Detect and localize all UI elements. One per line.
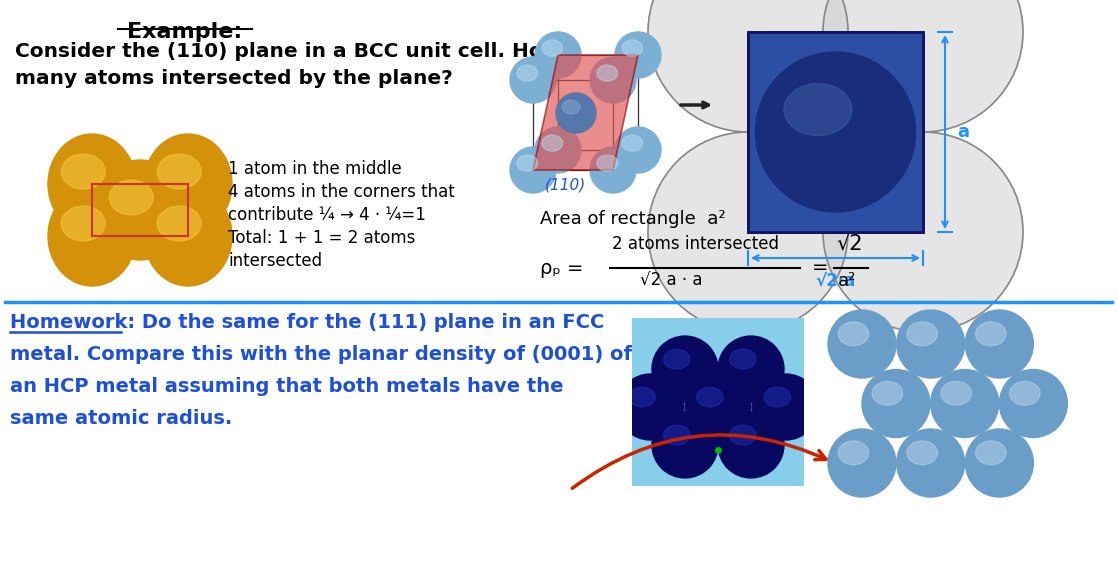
Ellipse shape [730, 425, 756, 445]
Ellipse shape [542, 135, 562, 151]
Ellipse shape [158, 206, 201, 241]
Ellipse shape [144, 186, 233, 286]
Ellipse shape [536, 127, 581, 173]
Ellipse shape [872, 381, 903, 405]
Ellipse shape [838, 322, 869, 346]
Text: intersected: intersected [228, 252, 322, 270]
Ellipse shape [110, 180, 153, 215]
Ellipse shape [590, 147, 636, 193]
Text: √2·a: √2·a [815, 272, 855, 290]
Ellipse shape [965, 429, 1033, 497]
Ellipse shape [930, 370, 998, 438]
Bar [748, 32, 923, 232]
Ellipse shape [648, 0, 847, 132]
Ellipse shape [752, 374, 818, 440]
Ellipse shape [96, 160, 184, 260]
Ellipse shape [718, 412, 784, 478]
Ellipse shape [838, 441, 869, 465]
Text: Consider the (110) plane in a BCC unit cell. How
many atoms intersected by the p: Consider the (110) plane in a BCC unit c… [15, 42, 561, 88]
Text: a²: a² [838, 272, 856, 290]
Text: Area of rectangle  a²: Area of rectangle a² [540, 210, 726, 228]
Text: ρₚ =: ρₚ = [540, 259, 584, 277]
Ellipse shape [648, 132, 847, 332]
Ellipse shape [597, 65, 617, 81]
Ellipse shape [999, 370, 1068, 438]
Ellipse shape [756, 52, 916, 212]
Ellipse shape [61, 154, 105, 189]
Ellipse shape [615, 127, 661, 173]
Ellipse shape [615, 32, 661, 78]
Ellipse shape [823, 0, 1023, 132]
Text: Homework: Do the same for the (111) plane in an FCC: Homework: Do the same for the (111) plan… [10, 313, 605, 332]
Ellipse shape [828, 429, 896, 497]
Ellipse shape [685, 374, 751, 440]
Text: (110): (110) [544, 178, 586, 193]
Ellipse shape [784, 84, 852, 136]
Ellipse shape [823, 132, 1023, 332]
Polygon shape [533, 55, 638, 170]
Ellipse shape [828, 310, 896, 378]
Ellipse shape [622, 40, 643, 56]
Ellipse shape [765, 387, 790, 407]
Ellipse shape [510, 57, 556, 103]
Ellipse shape [976, 441, 1006, 465]
Ellipse shape [1010, 381, 1040, 405]
Text: an HCP metal assuming that both metals have the: an HCP metal assuming that both metals h… [10, 377, 563, 396]
Ellipse shape [730, 349, 756, 369]
Ellipse shape [517, 155, 538, 171]
Ellipse shape [965, 310, 1033, 378]
Ellipse shape [897, 310, 965, 378]
Text: 1 atom in the middle: 1 atom in the middle [228, 160, 401, 178]
Text: Total: 1 + 1 = 2 atoms: Total: 1 + 1 = 2 atoms [228, 229, 416, 247]
Text: √2 a · a: √2 a · a [639, 272, 702, 290]
Bar [632, 318, 804, 486]
Ellipse shape [823, 132, 1023, 332]
Ellipse shape [48, 134, 136, 234]
Ellipse shape [617, 374, 683, 440]
Ellipse shape [536, 32, 581, 78]
Ellipse shape [556, 93, 596, 133]
Ellipse shape [61, 206, 105, 241]
Ellipse shape [597, 155, 617, 171]
Ellipse shape [652, 336, 718, 402]
Ellipse shape [48, 186, 136, 286]
Text: √2: √2 [836, 234, 862, 254]
Text: metal. Compare this with the planar density of (0001) of: metal. Compare this with the planar dens… [10, 345, 632, 364]
Ellipse shape [823, 0, 1023, 132]
Ellipse shape [862, 370, 930, 438]
Ellipse shape [664, 425, 690, 445]
Ellipse shape [664, 349, 690, 369]
Text: =: = [812, 259, 828, 277]
Ellipse shape [697, 387, 723, 407]
Ellipse shape [652, 412, 718, 478]
Text: contribute ¼ → 4 · ¼=1: contribute ¼ → 4 · ¼=1 [228, 206, 426, 224]
Ellipse shape [158, 154, 201, 189]
Ellipse shape [907, 322, 938, 346]
Ellipse shape [622, 135, 643, 151]
Text: 2 atoms intersected: 2 atoms intersected [612, 235, 779, 253]
Ellipse shape [648, 132, 847, 332]
Text: 4 atoms in the corners that: 4 atoms in the corners that [228, 183, 455, 201]
Ellipse shape [718, 336, 784, 402]
Ellipse shape [517, 65, 538, 81]
Bar [748, 32, 923, 232]
Ellipse shape [144, 134, 233, 234]
Ellipse shape [590, 57, 636, 103]
FancyArrowPatch shape [572, 435, 826, 488]
Ellipse shape [510, 147, 556, 193]
Ellipse shape [897, 429, 965, 497]
Ellipse shape [941, 381, 972, 405]
Ellipse shape [648, 0, 847, 132]
Bar [92, 184, 188, 236]
Text: Example:: Example: [127, 22, 243, 42]
Text: a: a [957, 123, 969, 141]
Ellipse shape [562, 100, 580, 114]
Ellipse shape [907, 441, 938, 465]
Ellipse shape [542, 40, 562, 56]
Ellipse shape [629, 387, 655, 407]
Ellipse shape [976, 322, 1006, 346]
Text: same atomic radius.: same atomic radius. [10, 409, 233, 428]
